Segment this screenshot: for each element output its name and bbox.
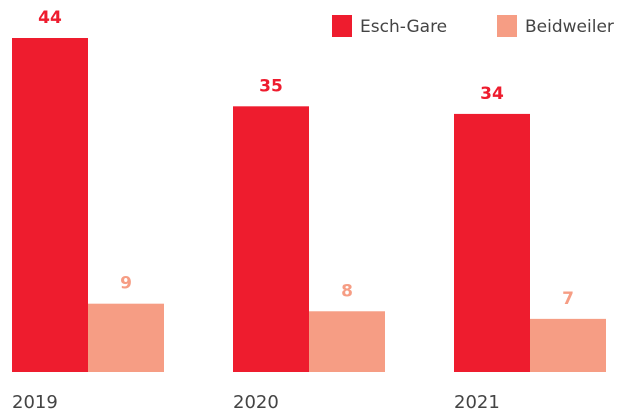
legend-label: Esch-Gare [360, 17, 447, 37]
bar [309, 311, 385, 372]
legend-label: Beidweiler [525, 17, 614, 37]
legend-swatch [332, 15, 352, 37]
bar [530, 318, 606, 372]
value-label: 44 [38, 8, 62, 28]
value-label: 9 [120, 274, 132, 294]
value-label: 34 [480, 84, 504, 104]
bar [454, 113, 530, 372]
bar [12, 38, 88, 372]
x-tick-label: 2019 [12, 392, 58, 413]
bar [88, 303, 164, 372]
x-tick-label: 2021 [454, 392, 500, 413]
legend-swatch [497, 15, 517, 37]
x-tick-label: 2020 [233, 392, 279, 413]
value-label: 8 [341, 281, 353, 301]
value-label: 7 [562, 289, 574, 309]
value-label: 35 [259, 76, 283, 96]
bar [233, 106, 309, 373]
